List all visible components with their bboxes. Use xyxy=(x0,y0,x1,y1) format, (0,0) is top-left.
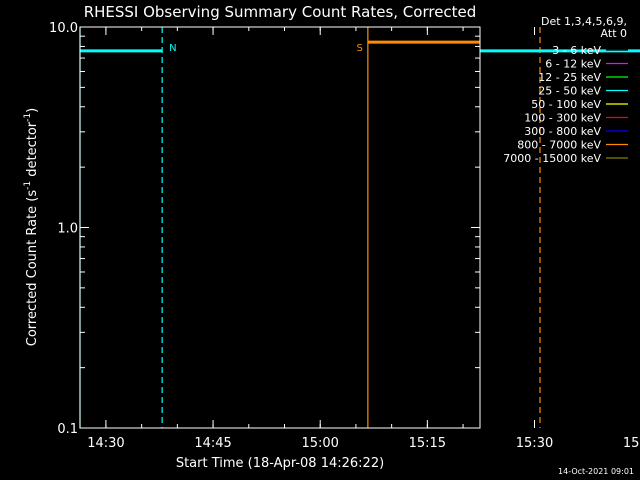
x-tick-label-5: 15:45 xyxy=(623,436,640,451)
legend-label-1: 6 - 12 keV xyxy=(545,58,601,71)
y-axis-label-sup1: -1 xyxy=(23,181,33,190)
legend-label-5: 100 - 300 keV xyxy=(524,112,601,125)
x-tick-label-3: 15:15 xyxy=(409,436,446,451)
y-axis-label-part2: detector xyxy=(25,121,40,181)
legend-label-2: 12 - 25 keV xyxy=(538,71,601,84)
ticks-layer: 14:3014:4515:0015:1515:3015:4516:000.11.… xyxy=(49,21,640,451)
legend-label-6: 300 - 800 keV xyxy=(524,125,601,138)
legend-label-7: 800 - 7000 keV xyxy=(517,139,601,152)
y-axis-label-part3: ) xyxy=(25,108,40,113)
legend-header-0: Det 1,3,4,5,6,9, xyxy=(541,15,627,28)
x-tick-label-1: 14:45 xyxy=(194,436,231,451)
legend-label-8: 7000 - 15000 keV xyxy=(503,152,601,165)
legend-label-4: 50 - 100 keV xyxy=(531,98,601,111)
y-tick-label-2: 10.0 xyxy=(49,21,78,36)
legend-label-3: 25 - 50 keV xyxy=(538,85,601,98)
x-tick-label-0: 14:30 xyxy=(87,436,124,451)
y-axis-label-part1: Corrected Count Rate (s xyxy=(25,190,40,347)
footer-timestamp: 14-Oct-2021 09:01 xyxy=(558,467,634,476)
legend-label-0: 3 - 6 keV xyxy=(552,44,601,57)
marker-tag-S: S xyxy=(356,43,362,54)
x-tick-label-4: 15:30 xyxy=(516,436,553,451)
x-tick-label-2: 15:00 xyxy=(301,436,338,451)
chart-title: RHESSI Observing Summary Count Rates, Co… xyxy=(84,3,477,21)
y-tick-label-0: 0.1 xyxy=(57,422,78,437)
x-axis-label: Start Time (18-Apr-08 14:26:22) xyxy=(176,456,384,471)
marker-tag-N: N xyxy=(169,43,176,54)
y-tick-label-1: 1.0 xyxy=(57,222,78,237)
y-axis-label: Corrected Count Rate (s-1 detector-1) xyxy=(23,108,40,346)
legend-header-1: Att 0 xyxy=(601,27,627,40)
y-axis-label-sup2: -1 xyxy=(23,113,33,122)
